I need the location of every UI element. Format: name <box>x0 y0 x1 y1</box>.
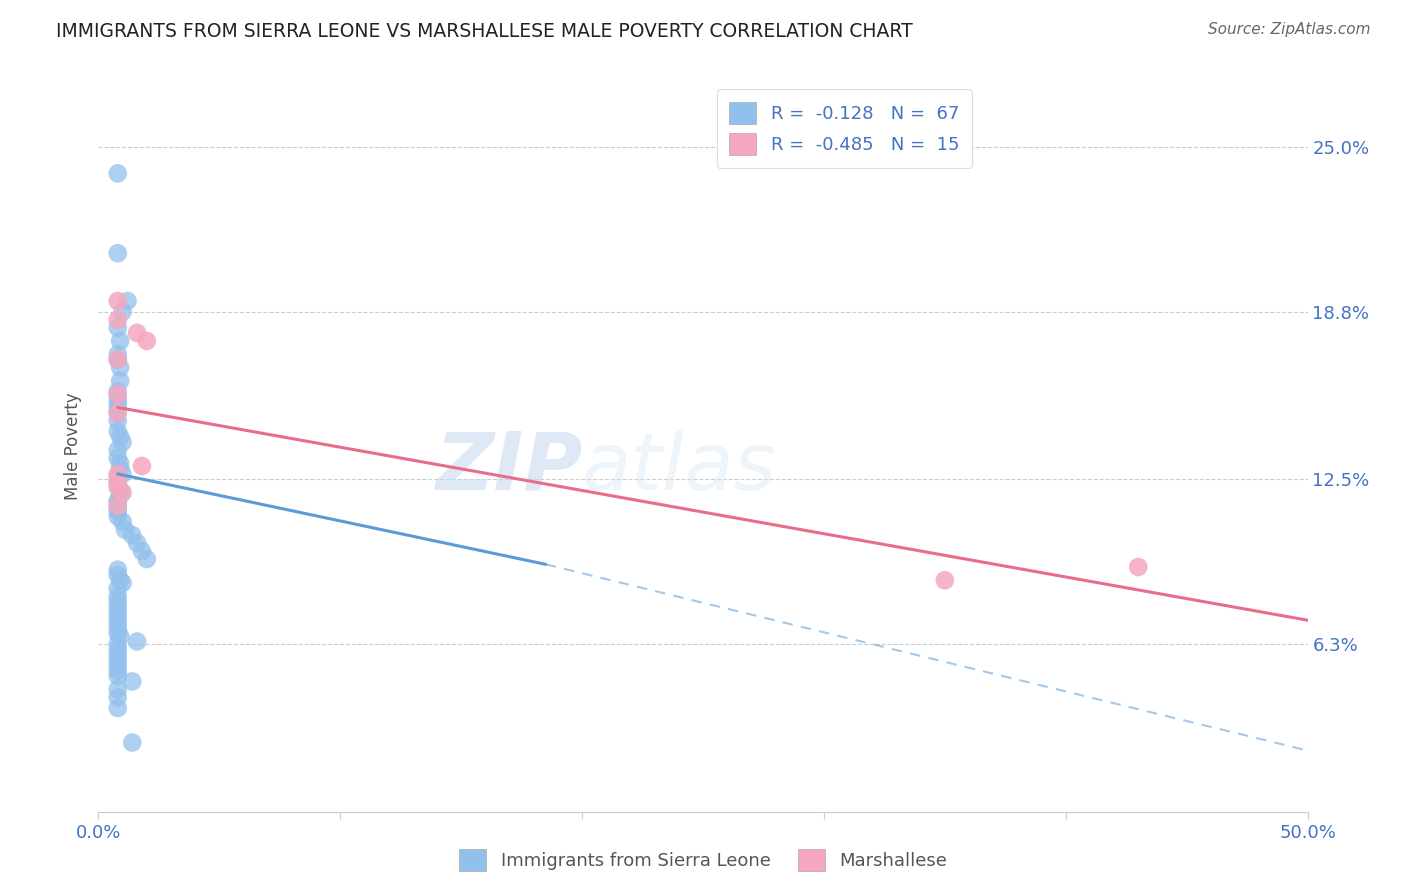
Point <box>121 674 143 689</box>
Point <box>107 669 129 683</box>
Point <box>107 509 129 524</box>
Point <box>135 552 157 566</box>
Point <box>111 485 134 500</box>
Point <box>107 406 129 420</box>
Point <box>107 496 129 510</box>
Point <box>107 425 129 439</box>
Point <box>934 574 956 588</box>
Point <box>107 387 129 401</box>
Point <box>107 395 129 409</box>
Point <box>107 615 129 630</box>
Point <box>127 634 149 648</box>
Point <box>127 326 149 340</box>
Point <box>107 352 129 367</box>
Point <box>107 246 129 260</box>
Y-axis label: Male Poverty: Male Poverty <box>65 392 83 500</box>
Point <box>107 469 129 483</box>
Point <box>107 450 129 465</box>
Point <box>107 480 129 494</box>
Point <box>107 658 129 673</box>
Point <box>107 501 129 516</box>
Point <box>107 352 129 367</box>
Point <box>107 312 129 326</box>
Point <box>111 515 134 529</box>
Point <box>107 442 129 457</box>
Point <box>108 629 131 643</box>
Point <box>135 334 157 348</box>
Point <box>107 621 129 635</box>
Text: atlas: atlas <box>582 429 778 507</box>
Point <box>117 293 139 308</box>
Point <box>107 690 129 705</box>
Point <box>107 589 129 603</box>
Point <box>131 544 153 558</box>
Point <box>107 626 129 640</box>
Point <box>107 166 129 180</box>
Point <box>107 568 129 582</box>
Point <box>107 475 129 489</box>
Point <box>1128 560 1150 574</box>
Point <box>107 563 129 577</box>
Point <box>108 461 131 475</box>
Legend: R =  -0.128   N =  67, R =  -0.485   N =  15: R = -0.128 N = 67, R = -0.485 N = 15 <box>717 89 972 168</box>
Point <box>114 523 136 537</box>
Point <box>107 406 129 420</box>
Point <box>121 528 143 542</box>
Point <box>107 582 129 596</box>
Text: ZIP: ZIP <box>434 429 582 507</box>
Point <box>107 664 129 678</box>
Point <box>121 735 143 749</box>
Point <box>107 504 129 518</box>
Text: IMMIGRANTS FROM SIERRA LEONE VS MARSHALLESE MALE POVERTY CORRELATION CHART: IMMIGRANTS FROM SIERRA LEONE VS MARSHALL… <box>56 22 912 41</box>
Point <box>107 401 129 415</box>
Point <box>108 574 131 588</box>
Point <box>111 304 134 318</box>
Point <box>107 642 129 657</box>
Point <box>107 320 129 334</box>
Point <box>107 637 129 651</box>
Point <box>108 488 131 502</box>
Point <box>107 648 129 662</box>
Point <box>107 390 129 404</box>
Point <box>108 456 131 470</box>
Point <box>107 293 129 308</box>
Point <box>107 499 129 513</box>
Point <box>108 334 131 348</box>
Point <box>108 483 131 497</box>
Point <box>107 477 129 491</box>
Point <box>107 347 129 361</box>
Point <box>107 467 129 481</box>
Point <box>127 536 149 550</box>
Point <box>111 435 134 450</box>
Point <box>107 475 129 489</box>
Point <box>107 653 129 667</box>
Point <box>107 610 129 624</box>
Point <box>111 467 134 481</box>
Legend: Immigrants from Sierra Leone, Marshallese: Immigrants from Sierra Leone, Marshalles… <box>451 842 955 879</box>
Point <box>107 414 129 428</box>
Point <box>131 458 153 473</box>
Point <box>107 605 129 619</box>
Point <box>111 576 134 591</box>
Point <box>107 682 129 697</box>
Point <box>108 374 131 388</box>
Point <box>107 493 129 508</box>
Point <box>108 430 131 444</box>
Text: Source: ZipAtlas.com: Source: ZipAtlas.com <box>1208 22 1371 37</box>
Point <box>107 384 129 399</box>
Point <box>107 599 129 614</box>
Point <box>107 701 129 715</box>
Point <box>107 594 129 608</box>
Point <box>108 360 131 375</box>
